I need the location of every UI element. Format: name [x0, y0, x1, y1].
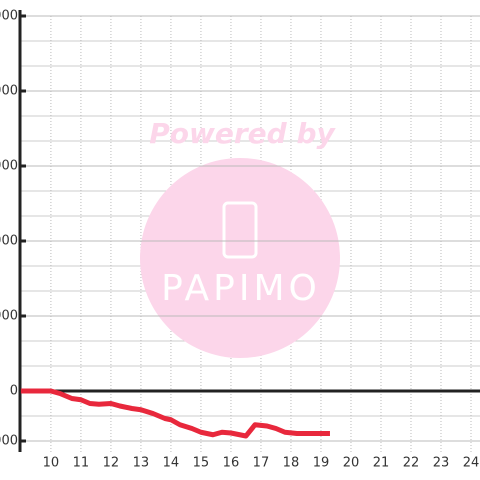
x-tick-label: 19	[313, 456, 330, 471]
y-tick-label: 60,000	[0, 234, 18, 249]
x-tick-label: 10	[43, 456, 60, 471]
watermark-phone	[222, 201, 258, 259]
x-tick-label: 13	[133, 456, 150, 471]
watermark-logo: PAPIMO	[161, 268, 321, 309]
x-tick-label: 11	[73, 456, 90, 471]
y-tick-label: -20,000	[0, 434, 18, 449]
x-tick-label: 22	[403, 456, 420, 471]
y-tick-label: 0	[10, 384, 18, 399]
x-tick-label: 17	[253, 456, 270, 471]
data-line	[20, 388, 330, 439]
watermark: Powered by PAPIMO	[140, 117, 340, 358]
x-tick-label: 23	[433, 456, 450, 471]
x-tick-label: 18	[283, 456, 300, 471]
y-tick-label: 120,000	[0, 84, 18, 99]
x-tick-label: 16	[223, 456, 240, 471]
x-tick-label: 12	[103, 456, 120, 471]
x-tick-label: 24	[463, 456, 480, 471]
y-tick-label: 30,000	[0, 309, 18, 324]
watermark-text: Powered by	[149, 117, 336, 150]
x-tick-label: 20	[343, 456, 360, 471]
x-tick-label: 15	[193, 456, 210, 471]
x-tick-label: 14	[163, 456, 180, 471]
y-tick-label: 90,000	[0, 159, 18, 174]
x-tick-label: 21	[373, 456, 390, 471]
y-tick-label: 150,000	[0, 9, 18, 24]
